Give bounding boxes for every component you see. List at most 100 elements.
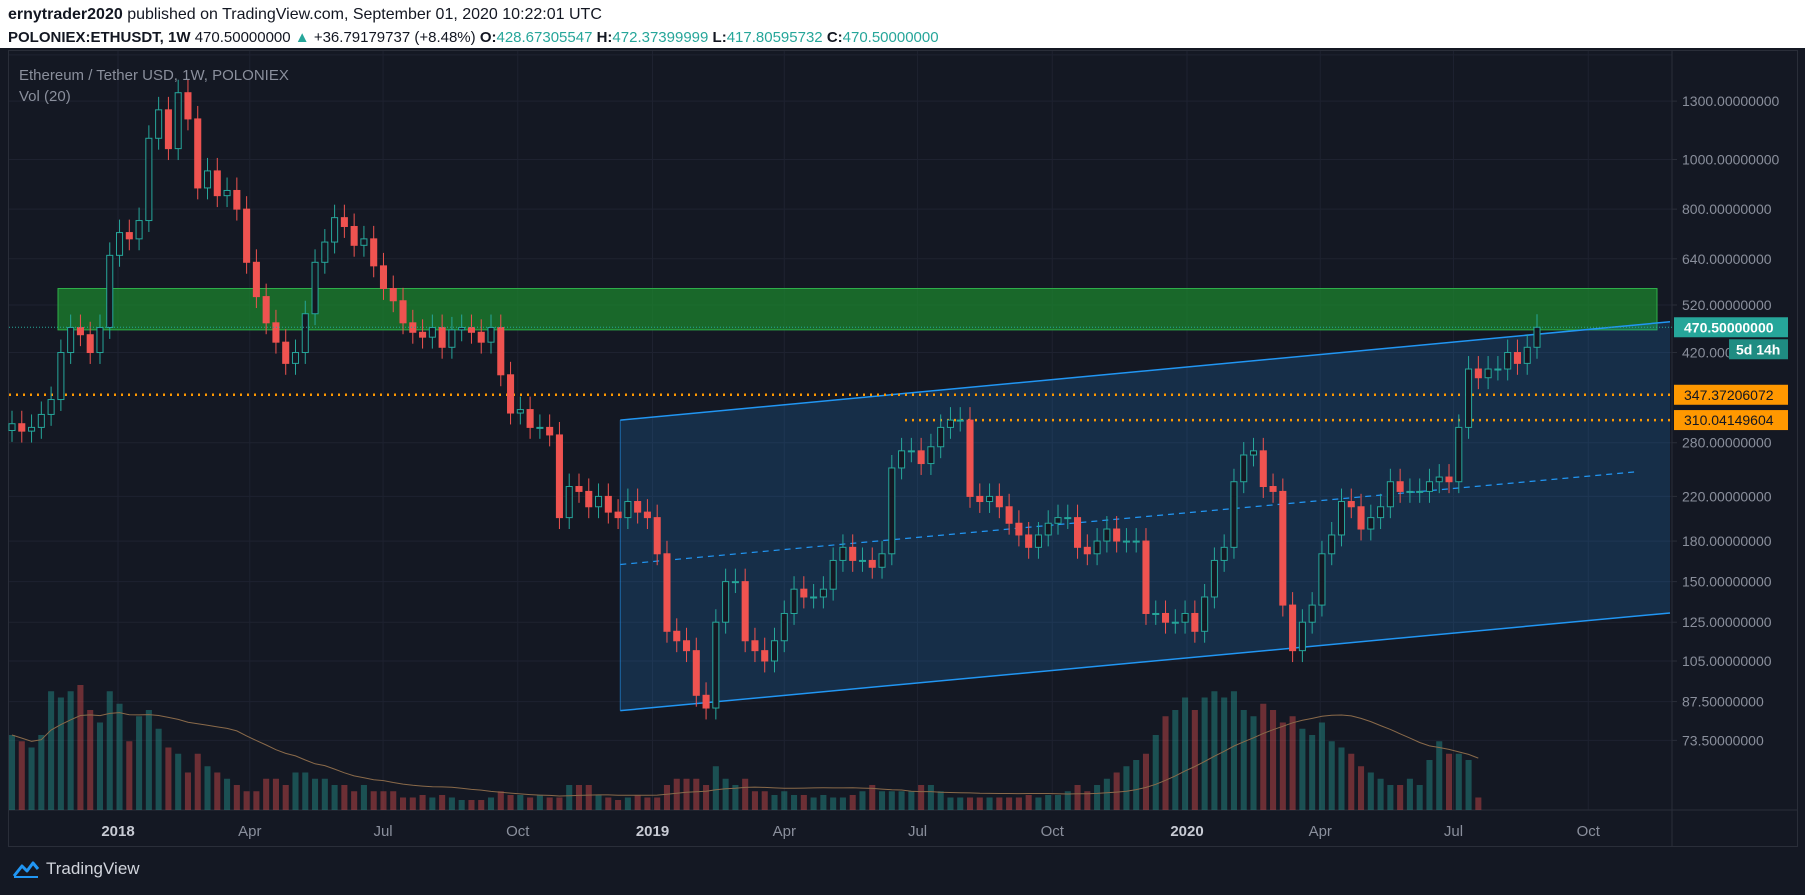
volume-bar xyxy=(859,791,866,810)
brand-name: TradingView xyxy=(46,859,140,878)
volume-bar xyxy=(1240,710,1247,810)
publisher-name[interactable]: ernytrader2020 xyxy=(8,6,123,23)
chart-legend-title[interactable]: Ethereum / Tether USD, 1W, POLONIEX xyxy=(19,67,289,84)
volume-bar xyxy=(233,785,240,810)
volume-bar xyxy=(136,716,143,810)
candle-body xyxy=(1142,540,1150,614)
x-tick-label: 2020 xyxy=(1170,823,1203,840)
candle-body xyxy=(350,225,358,246)
candle-body xyxy=(467,326,475,333)
x-tick-label: 2019 xyxy=(636,823,669,840)
candle-body xyxy=(1083,546,1091,555)
volume-bar xyxy=(781,791,788,810)
volume-bar xyxy=(1445,753,1453,810)
volume-bar xyxy=(1455,753,1462,810)
candle-body xyxy=(624,501,632,519)
y-tick-label: 73.50000000 xyxy=(1682,732,1764,748)
symbol[interactable]: POLONIEX:ETHUSDT, 1W xyxy=(8,29,191,46)
candle-body xyxy=(1484,368,1492,379)
open-value: 428.67305547 xyxy=(496,29,593,46)
volume-bar xyxy=(810,797,817,810)
candle-body xyxy=(1259,450,1267,488)
candle-body xyxy=(995,495,1003,508)
volume-bar xyxy=(1348,753,1355,810)
tradingview-logo[interactable]: TradingView xyxy=(12,859,140,879)
volume-bar xyxy=(1074,785,1081,810)
candle-body xyxy=(927,446,935,465)
volume-bar xyxy=(360,785,367,810)
volume-bar xyxy=(663,785,670,810)
candle-body xyxy=(1533,326,1541,348)
volume-bar xyxy=(1191,710,1198,810)
volume-bar xyxy=(77,685,84,810)
volume-bar xyxy=(18,741,25,810)
candle-body xyxy=(164,109,172,150)
candle-body xyxy=(1337,501,1346,536)
volume-bar xyxy=(253,791,260,810)
y-tick-label: 1300.00000000 xyxy=(1682,93,1780,109)
candle-body xyxy=(810,596,818,599)
volume-bar xyxy=(986,797,993,810)
candle-body xyxy=(1044,522,1052,536)
candle-body xyxy=(145,137,153,222)
candle-body xyxy=(1445,476,1453,483)
volume-bar xyxy=(38,735,45,810)
candle-body xyxy=(272,322,280,343)
volume-bar xyxy=(1094,785,1101,810)
volume-bar xyxy=(1270,710,1277,810)
volume-bar xyxy=(879,791,886,810)
candle-body xyxy=(565,486,573,519)
volume-bar xyxy=(1025,795,1032,810)
candle-body xyxy=(536,426,544,429)
volume-bar xyxy=(751,791,758,810)
volume-bar xyxy=(1377,778,1384,810)
volume-bar xyxy=(722,778,729,810)
volume-bar xyxy=(1113,772,1120,810)
volume-bar xyxy=(1397,785,1404,810)
candle-body xyxy=(907,450,915,453)
candle-body xyxy=(722,581,730,623)
volume-bar xyxy=(771,795,778,810)
volume-bar xyxy=(918,785,925,810)
volume-bar xyxy=(908,791,915,810)
volume-bar xyxy=(67,691,74,810)
volume-bar xyxy=(869,785,876,810)
price-change: +36.79179737 (+8.48%) xyxy=(313,29,476,46)
candle-body xyxy=(546,426,554,436)
volume-bar xyxy=(1358,766,1365,810)
volume-bar xyxy=(448,797,455,810)
volume-bar xyxy=(1318,722,1325,810)
channel-fill xyxy=(620,321,1670,711)
y-tick-label: 800.00000000 xyxy=(1682,201,1772,217)
volume-bar xyxy=(165,747,172,810)
y-tick-label: 180.00000000 xyxy=(1682,533,1772,549)
candle-body xyxy=(1504,352,1512,370)
candle-body xyxy=(1093,540,1101,555)
candle-body xyxy=(1269,486,1277,492)
volume-bar xyxy=(1152,735,1159,810)
candle-body xyxy=(370,238,378,267)
chart-frame[interactable] xyxy=(8,50,1798,847)
candle-body xyxy=(477,331,485,343)
x-tick-label: Oct xyxy=(506,823,530,840)
volume-bar xyxy=(1201,697,1208,810)
candle-body xyxy=(575,486,583,492)
volume-bar xyxy=(634,795,641,810)
candle-body xyxy=(399,300,407,324)
volume-bar xyxy=(126,741,133,810)
candle-body xyxy=(448,329,456,348)
candle-body xyxy=(986,495,994,503)
candle-body xyxy=(858,559,867,562)
volume-bar xyxy=(1250,716,1257,810)
channel-middle-line xyxy=(620,471,1639,566)
volume-bar xyxy=(8,735,16,810)
volume-bar xyxy=(1338,747,1345,810)
volume-bar xyxy=(566,785,573,810)
volume-bar xyxy=(1142,753,1150,810)
candle-body xyxy=(252,261,260,298)
volume-legend[interactable]: Vol (20) xyxy=(19,88,71,105)
candle-body xyxy=(1054,517,1062,524)
countdown-tag xyxy=(1729,339,1788,360)
candle-body xyxy=(1005,506,1013,524)
